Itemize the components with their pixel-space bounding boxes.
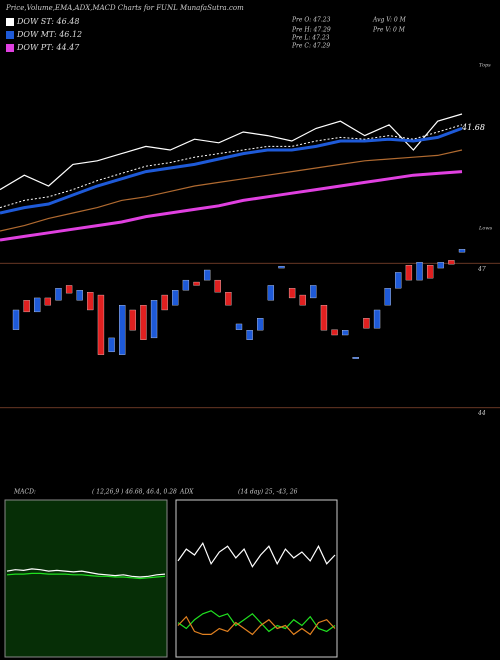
series-line bbox=[0, 124, 463, 209]
macd-params: ( 12,26,9 ) 46.68, 46.4, 0.28 bbox=[92, 489, 177, 496]
candle bbox=[257, 318, 264, 331]
candle bbox=[140, 305, 147, 340]
series-line bbox=[177, 541, 336, 568]
candle bbox=[437, 262, 444, 269]
legend-swatch bbox=[6, 44, 14, 52]
candle bbox=[342, 330, 349, 336]
series-line bbox=[177, 615, 336, 636]
y-tick-label: 47 bbox=[477, 266, 486, 273]
lows-label: Lows bbox=[478, 226, 493, 232]
candle bbox=[76, 290, 83, 301]
candle bbox=[246, 330, 253, 340]
candle bbox=[363, 318, 370, 329]
candle bbox=[161, 294, 168, 311]
candle bbox=[225, 292, 232, 306]
candle bbox=[87, 292, 94, 311]
candle bbox=[193, 281, 200, 286]
macd-label: MACD: bbox=[13, 489, 36, 496]
info-text: Avg V: 0 M bbox=[372, 17, 407, 24]
candle bbox=[426, 265, 434, 279]
series-line bbox=[0, 170, 463, 242]
adx-params: (14 day) 25, -43, 26 bbox=[238, 489, 298, 496]
candle bbox=[97, 294, 105, 355]
series-line bbox=[6, 572, 166, 580]
candle bbox=[23, 300, 30, 313]
legend-swatch bbox=[6, 31, 14, 39]
candle bbox=[12, 309, 20, 330]
candle bbox=[267, 285, 275, 301]
candle bbox=[448, 260, 455, 265]
adx-label: ADX bbox=[179, 489, 194, 496]
candle bbox=[310, 285, 317, 299]
candle bbox=[416, 262, 423, 281]
candle bbox=[352, 357, 359, 359]
candle bbox=[373, 309, 381, 329]
info-text: Pre O: 47.23 bbox=[291, 17, 331, 24]
series-line bbox=[6, 568, 166, 578]
info-text: Pre H: 47.29 bbox=[291, 27, 331, 34]
candle bbox=[65, 285, 73, 294]
candle bbox=[320, 305, 328, 331]
candle bbox=[172, 290, 179, 306]
legend-swatch bbox=[6, 18, 14, 26]
candle bbox=[395, 272, 402, 289]
candle bbox=[235, 323, 243, 330]
candle bbox=[150, 300, 158, 339]
title: Price,Volume,EMA,ADX,MACD Charts for FUN… bbox=[5, 4, 244, 12]
y-tick-label: 44 bbox=[477, 410, 486, 417]
candle bbox=[458, 249, 466, 253]
legend-label: DOW MT: 46.12 bbox=[16, 30, 82, 39]
candle bbox=[129, 309, 136, 331]
candle bbox=[299, 294, 306, 306]
series-line bbox=[0, 149, 463, 232]
series-line bbox=[177, 610, 336, 633]
legend-label: DOW ST: 46.48 bbox=[16, 17, 79, 26]
price-label: 41.68 bbox=[461, 123, 485, 132]
candle bbox=[288, 288, 296, 299]
candle bbox=[214, 279, 221, 293]
candle bbox=[44, 297, 52, 306]
series-line bbox=[0, 126, 463, 215]
candle bbox=[108, 337, 115, 353]
info-text: Pre V: 0 M bbox=[372, 27, 406, 34]
info-text: Pre L: 47.23 bbox=[291, 35, 330, 42]
candle bbox=[331, 329, 338, 336]
candle bbox=[384, 288, 391, 306]
candle bbox=[203, 269, 211, 281]
candle bbox=[405, 265, 413, 281]
candle bbox=[182, 279, 190, 291]
candle bbox=[278, 266, 285, 269]
info-text: Pre C: 47.29 bbox=[291, 43, 330, 50]
candle bbox=[55, 288, 62, 301]
legend-label: DOW PT: 44.47 bbox=[16, 43, 80, 52]
candle bbox=[119, 305, 126, 355]
series-line bbox=[0, 113, 463, 191]
tops-label: Tops bbox=[479, 63, 491, 69]
candle bbox=[34, 297, 41, 313]
